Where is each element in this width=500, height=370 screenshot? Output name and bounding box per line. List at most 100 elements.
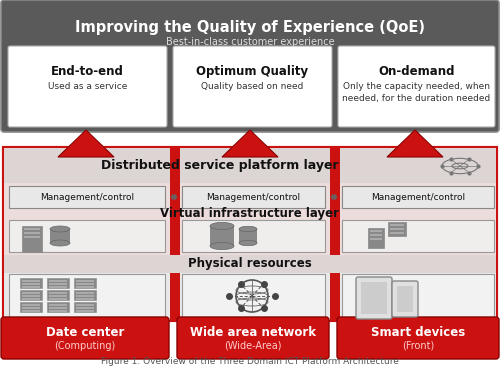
Text: End-to-end: End-to-end	[51, 65, 124, 78]
Polygon shape	[58, 130, 114, 157]
Bar	[397, 286, 413, 312]
Bar	[182, 186, 325, 208]
Text: Smart devices: Smart devices	[371, 326, 465, 339]
Bar	[22, 307, 40, 309]
Bar	[239, 229, 257, 243]
Text: Used as a service: Used as a service	[48, 82, 127, 91]
FancyBboxPatch shape	[173, 46, 332, 127]
Bar	[47, 290, 69, 300]
Ellipse shape	[210, 222, 234, 230]
Bar	[22, 283, 40, 285]
Text: (Wide-Area): (Wide-Area)	[224, 341, 282, 351]
Bar	[9, 220, 165, 252]
Bar	[76, 298, 94, 299]
Bar	[22, 286, 40, 287]
Bar	[24, 236, 40, 238]
Ellipse shape	[210, 242, 234, 250]
FancyBboxPatch shape	[356, 277, 392, 319]
Text: On-demand: On-demand	[378, 65, 455, 78]
Bar	[76, 295, 94, 296]
Bar	[74, 278, 96, 288]
Bar	[49, 286, 67, 287]
Bar	[47, 302, 69, 312]
Bar	[76, 283, 94, 285]
FancyBboxPatch shape	[177, 317, 329, 359]
Bar	[170, 148, 180, 320]
Bar	[49, 304, 67, 306]
Text: Management/control: Management/control	[40, 192, 134, 202]
Text: (Computing): (Computing)	[54, 341, 116, 351]
Bar	[24, 228, 40, 230]
Bar	[76, 310, 94, 312]
Bar	[74, 302, 96, 312]
Text: Quality based on need: Quality based on need	[202, 82, 304, 91]
Bar	[49, 298, 67, 299]
Bar	[50, 229, 70, 243]
Bar	[74, 290, 96, 300]
Bar	[76, 286, 94, 287]
Text: Wide area network: Wide area network	[190, 326, 316, 339]
Text: Virtual infrastructure layer: Virtual infrastructure layer	[160, 206, 340, 219]
Bar	[49, 307, 67, 309]
Text: (Front): (Front)	[402, 341, 434, 351]
Bar	[76, 292, 94, 293]
Bar	[342, 186, 494, 208]
FancyBboxPatch shape	[1, 0, 499, 132]
Bar	[20, 302, 42, 312]
Bar	[9, 186, 165, 208]
Bar	[390, 224, 404, 226]
Text: Optimum Quality: Optimum Quality	[196, 65, 308, 78]
Polygon shape	[222, 130, 278, 157]
Bar	[22, 292, 40, 293]
FancyBboxPatch shape	[337, 317, 499, 359]
Bar	[368, 228, 384, 248]
Text: Best-in-class customer experience: Best-in-class customer experience	[166, 37, 334, 47]
Bar	[22, 226, 42, 252]
Bar	[47, 278, 69, 288]
Text: Improving the Quality of Experience (QoE): Improving the Quality of Experience (QoE…	[75, 20, 425, 35]
Bar	[390, 228, 404, 230]
Bar	[24, 232, 40, 234]
Ellipse shape	[239, 226, 257, 232]
Bar	[182, 274, 325, 318]
Text: Figure 1: Overview of the Three Domain ICT Platform Architecture: Figure 1: Overview of the Three Domain I…	[101, 357, 399, 367]
Bar	[76, 280, 94, 282]
Bar	[22, 298, 40, 299]
FancyBboxPatch shape	[392, 281, 418, 317]
Bar	[210, 226, 234, 246]
Bar	[388, 222, 406, 236]
Ellipse shape	[50, 226, 70, 232]
Bar	[9, 274, 165, 318]
Bar	[370, 238, 382, 240]
Bar	[49, 310, 67, 312]
Ellipse shape	[50, 240, 70, 246]
Bar	[76, 307, 94, 309]
Ellipse shape	[239, 240, 257, 246]
Polygon shape	[387, 130, 443, 157]
Bar	[20, 278, 42, 288]
Bar	[390, 232, 404, 234]
Bar	[182, 220, 325, 252]
FancyBboxPatch shape	[338, 46, 495, 127]
FancyBboxPatch shape	[8, 46, 167, 127]
Bar	[330, 148, 340, 320]
Text: Distributed service platform layer: Distributed service platform layer	[101, 159, 339, 172]
Bar	[49, 292, 67, 293]
Bar	[4, 148, 496, 320]
Text: Date center: Date center	[46, 326, 124, 339]
Bar	[22, 280, 40, 282]
Bar	[4, 255, 496, 320]
Bar	[4, 255, 496, 273]
Bar	[49, 295, 67, 296]
Bar	[49, 280, 67, 282]
Bar	[49, 283, 67, 285]
Bar	[370, 230, 382, 232]
Bar	[22, 304, 40, 306]
Bar	[22, 295, 40, 296]
Bar	[342, 220, 494, 252]
Bar	[4, 148, 496, 183]
Bar	[20, 290, 42, 300]
Bar	[361, 282, 387, 314]
Text: Management/control: Management/control	[206, 192, 300, 202]
FancyBboxPatch shape	[1, 317, 169, 359]
